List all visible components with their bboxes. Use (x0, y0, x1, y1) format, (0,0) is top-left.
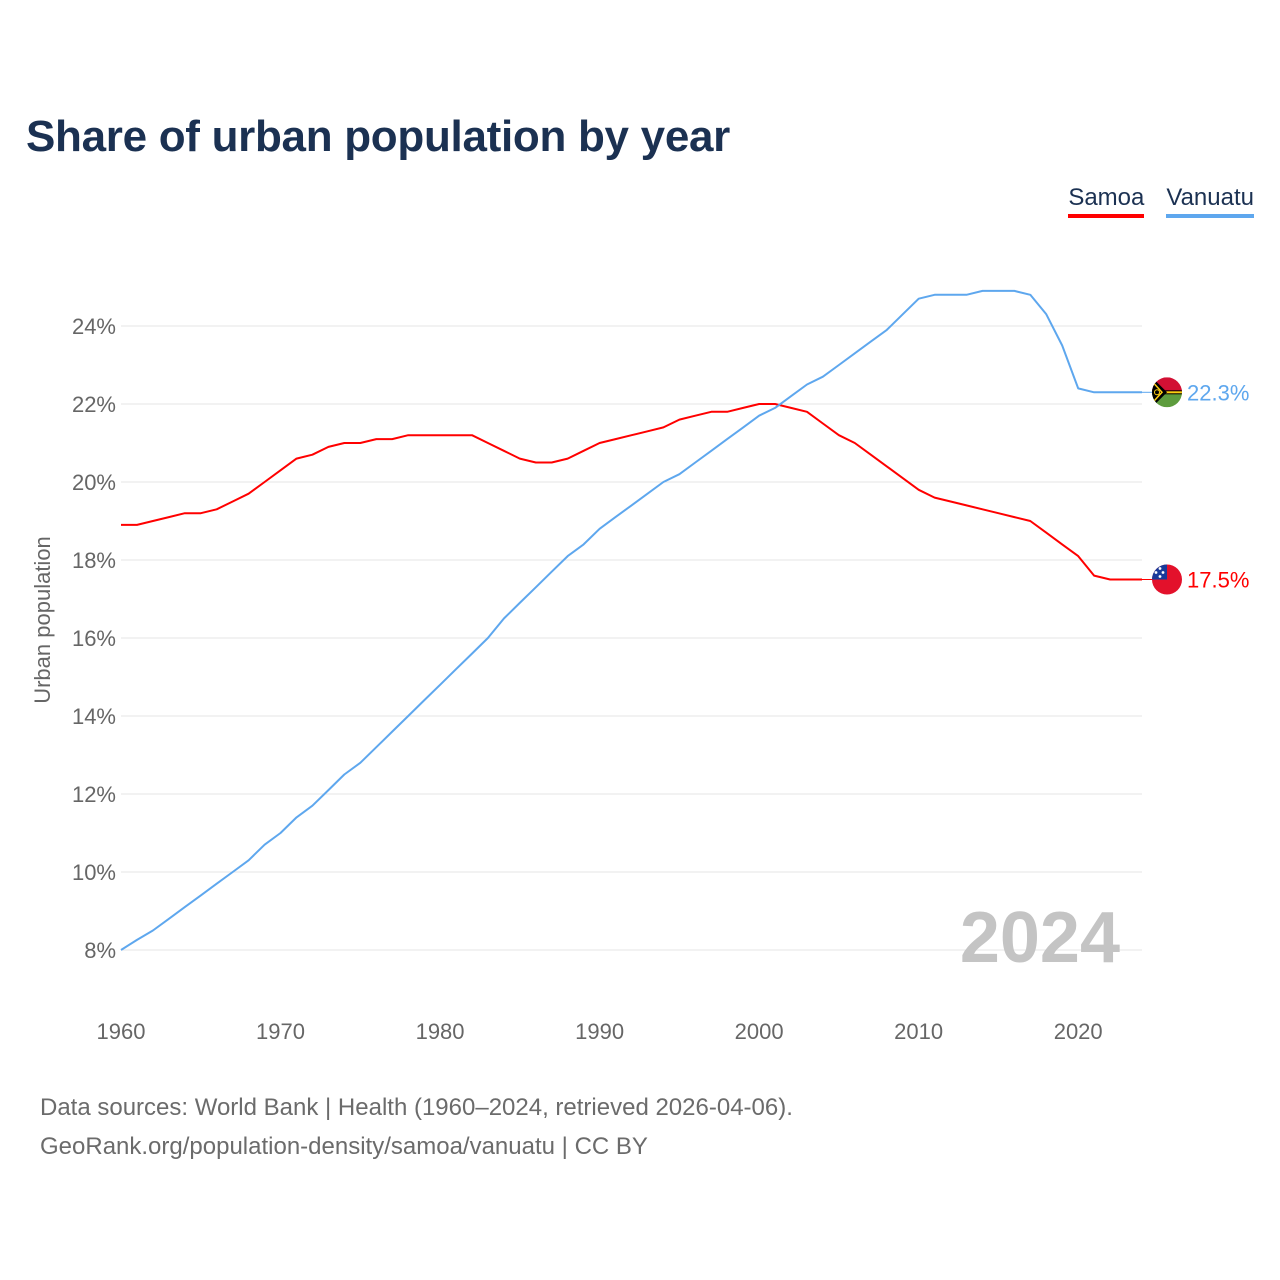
x-tick-label: 1990 (575, 1019, 624, 1044)
legend: Samoa Vanuatu (1068, 184, 1254, 218)
samoa-flag-icon (1152, 564, 1182, 595)
x-tick-label: 1960 (97, 1019, 146, 1044)
y-tick-label: 8% (84, 938, 116, 963)
vanuatu-flag-icon (1152, 377, 1182, 408)
y-tick-label: 12% (72, 782, 116, 807)
series-line-samoa (121, 403, 1142, 581)
x-tick-label: 2000 (735, 1019, 784, 1044)
y-axis-label: Urban population (30, 536, 55, 704)
x-tick-label: 2010 (894, 1019, 943, 1044)
source-text: Data sources: World Bank | Health (1960–… (40, 1094, 793, 1121)
x-tick-label: 1980 (416, 1019, 465, 1044)
y-tick-label: 14% (72, 704, 116, 729)
series-line-vanuatu (120, 289, 1142, 951)
x-tick-label: 2020 (1054, 1019, 1103, 1044)
y-tick-label: 18% (72, 548, 116, 573)
end-value-label-samoa: 17.5% (1187, 568, 1249, 593)
year-watermark: 2024 (960, 898, 1120, 978)
chart-title: Share of urban population by year (26, 112, 730, 161)
x-tick-label: 1970 (256, 1019, 305, 1044)
legend-vanuatu[interactable]: Vanuatu (1166, 184, 1254, 218)
y-tick-label: 20% (72, 470, 116, 495)
y-tick-label: 10% (72, 860, 116, 885)
attribution-link[interactable]: GeoRank.org/population-density/samoa/van… (40, 1133, 648, 1160)
y-tick-label: 16% (72, 626, 116, 651)
end-value-label-vanuatu: 22.3% (1187, 380, 1249, 405)
y-tick-label: 22% (72, 392, 116, 417)
y-tick-label: 24% (72, 314, 116, 339)
legend-samoa[interactable]: Samoa (1068, 184, 1145, 218)
footer: Data sources: World Bank | Health (1960–… (40, 1088, 793, 1166)
